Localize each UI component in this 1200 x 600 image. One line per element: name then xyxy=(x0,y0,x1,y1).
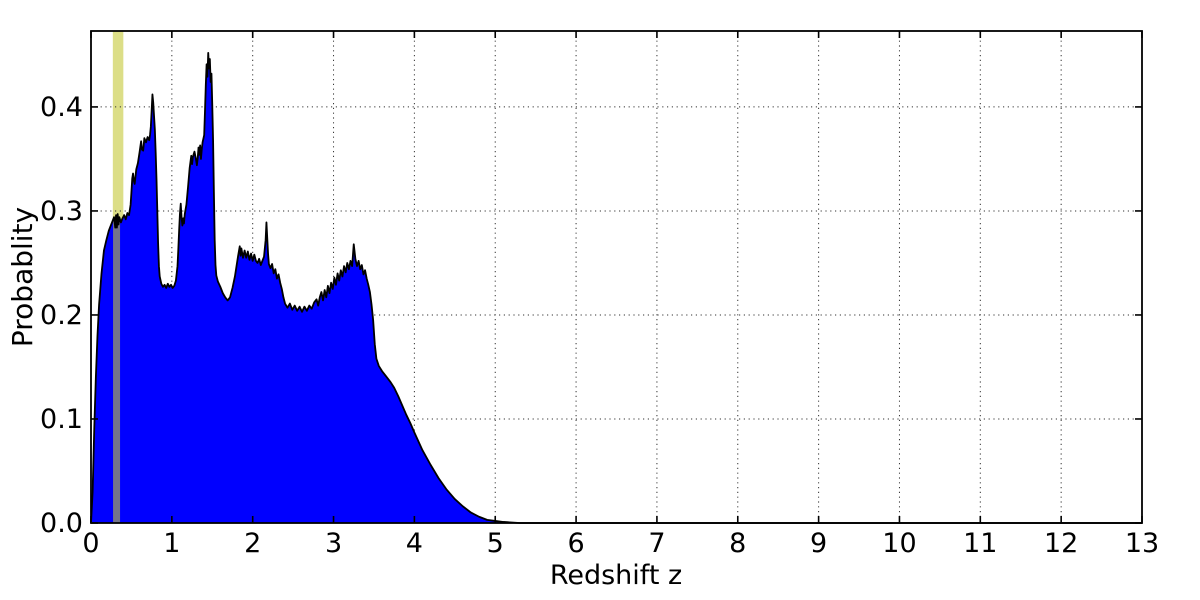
tick-marks xyxy=(90,31,1143,524)
y-axis-label: Probablity xyxy=(6,207,39,347)
axes-frame xyxy=(90,30,1143,524)
y-tick-label: 0.0 xyxy=(40,508,83,539)
y-tick-label: 0.4 xyxy=(40,92,83,123)
y-tick-label: 0.1 xyxy=(40,404,83,435)
x-tick-label: 13 xyxy=(1125,528,1159,559)
x-tick-label: 10 xyxy=(882,528,916,559)
x-tick-label: 3 xyxy=(325,528,342,559)
pdf-outline-layer xyxy=(90,51,1142,524)
y-tick-labels: 0.0 0.1 0.2 0.3 0.4 xyxy=(40,92,83,539)
y-tick-label: 0.2 xyxy=(40,300,83,331)
x-tick-label: 11 xyxy=(963,528,997,559)
x-tick-label: 8 xyxy=(729,528,746,559)
x-tick-label: 7 xyxy=(648,528,665,559)
x-tick-label: 9 xyxy=(810,528,827,559)
axes-frame-layer xyxy=(90,30,1143,524)
pdf-area-layer xyxy=(91,52,1142,524)
pdf-outline xyxy=(90,51,1142,524)
x-tick-label: 12 xyxy=(1044,528,1078,559)
pdf-area xyxy=(91,52,1142,524)
x-tick-label: 5 xyxy=(487,528,504,559)
x-tick-labels: 0 1 2 3 4 5 6 7 8 9 10 11 12 13 xyxy=(82,528,1159,559)
y-tick-label: 0.3 xyxy=(40,196,83,227)
gridlines xyxy=(91,31,1142,523)
x-tick-label: 4 xyxy=(406,528,423,559)
x-tick-label: 0 xyxy=(82,528,99,559)
x-tick-label: 6 xyxy=(567,528,584,559)
x-tick-label: 2 xyxy=(244,528,261,559)
x-tick-label: 1 xyxy=(163,528,180,559)
x-axis-label: Redshift z xyxy=(550,560,682,591)
